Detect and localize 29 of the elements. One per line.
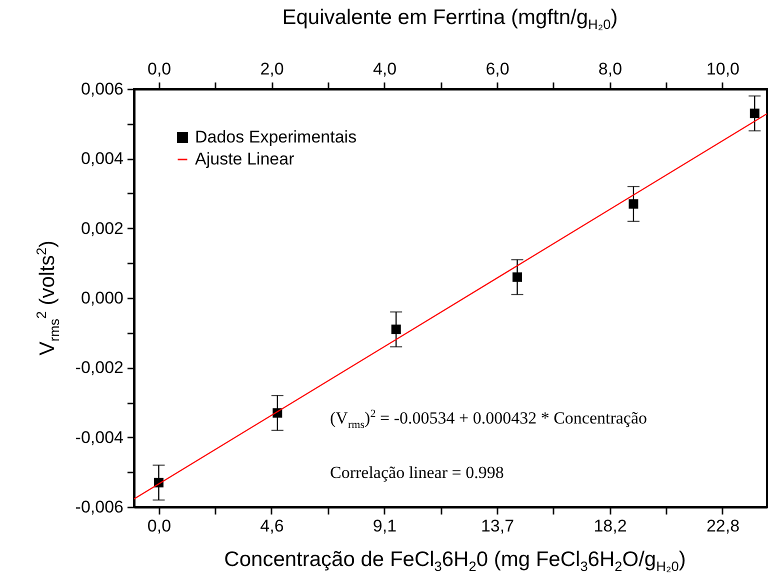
annotation: (V$_{rms}$)$^{2}$ = -0.00534 + 0.000432 * Concentração (330, 408, 648, 432)
point (628, 199, 638, 209)
x-tick-label: 0,0 (147, 516, 172, 536)
legend-label: Dados Experimentais (195, 128, 357, 146)
point (512, 272, 522, 282)
x-tick-label: 22,8 (706, 516, 740, 536)
y-tick-label: 0,000 (80, 288, 124, 308)
x2-axis-title: Equivalente em Ferrtina (mgftn/g$_{H₂0}$) (282, 6, 618, 32)
x2-tick-label: 0,0 (147, 60, 172, 78)
x2-tick-label: 8,0 (598, 60, 622, 78)
y-tick-label: 0,006 (80, 80, 124, 98)
annotation: Correlação linear = 0.998 (330, 463, 504, 483)
y-tick-label: 0,002 (80, 218, 124, 238)
x2-tick-label: 6,0 (486, 60, 510, 78)
y-tick-label: -0,002 (75, 358, 124, 378)
x2-tick-label: 4,0 (372, 60, 397, 78)
x-tick-label: 18,2 (594, 516, 627, 536)
x2-tick-label: 10,0 (706, 60, 740, 78)
x-tick-label: 9,1 (372, 516, 397, 536)
x-tick-label: 4,6 (260, 516, 284, 536)
y-tick-label: 0,004 (80, 149, 124, 168)
x-tick-label: 13,7 (480, 516, 514, 536)
text: Concentração de FeCl$_{3}$6H$_{2}$0 (mg FeCl$_{3}$6H$_{2}$O/g$_{H₂0}$) (224, 548, 686, 574)
y-tick-label: -0,004 (75, 428, 124, 447)
point (391, 324, 401, 334)
x2-tick-label: 2,0 (260, 60, 284, 78)
point (750, 108, 760, 118)
legend-label: Ajuste Linear (195, 150, 295, 168)
y-tick-label: -0,006 (75, 498, 124, 516)
